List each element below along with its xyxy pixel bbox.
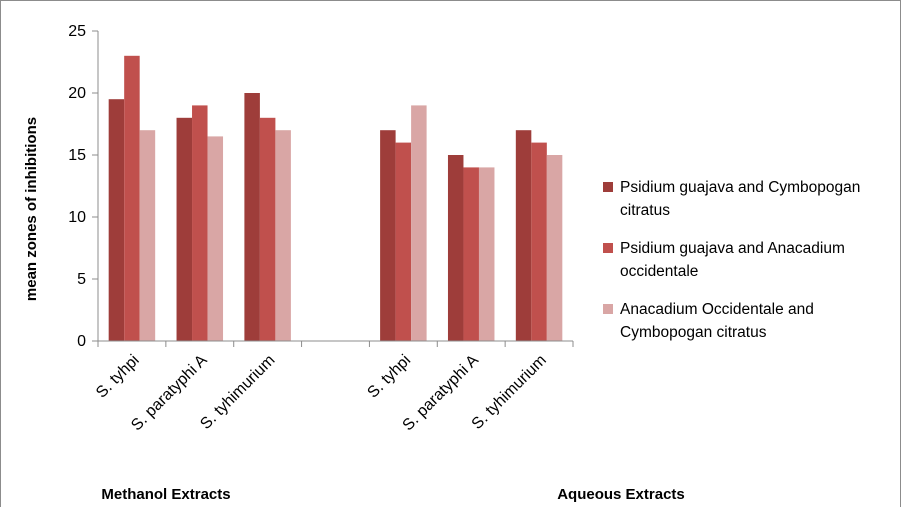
y-tick-label: 10 bbox=[68, 209, 86, 226]
group-label-aqueous: Aqueous Extracts bbox=[557, 486, 685, 503]
bars-layer bbox=[108, 55, 563, 342]
legend: Psidium guajava and Cymbopogan citratus Ps… bbox=[603, 179, 860, 341]
y-tick-label: 20 bbox=[68, 85, 86, 102]
bar bbox=[395, 142, 412, 341]
bar bbox=[531, 142, 547, 341]
bar bbox=[478, 167, 495, 341]
legend-label-cont: occidentale bbox=[620, 263, 698, 280]
bar bbox=[124, 55, 140, 342]
y-tick-label: 15 bbox=[68, 147, 86, 164]
legend-label: Psidium guajava and Cymbopogan bbox=[620, 179, 860, 196]
legend-label: Anacadium Occidentale and bbox=[620, 301, 814, 318]
legend-swatch bbox=[603, 182, 613, 192]
y-tick-label: 0 bbox=[77, 333, 86, 350]
bar bbox=[463, 167, 479, 341]
y-tick-label: 5 bbox=[77, 271, 86, 288]
legend-swatch bbox=[603, 304, 613, 314]
y-tick-label: 25 bbox=[68, 23, 86, 40]
y-axis-label: mean zones of inhibitions bbox=[23, 117, 40, 301]
bar bbox=[447, 155, 464, 341]
bar bbox=[411, 105, 427, 342]
bar bbox=[546, 155, 563, 341]
x-tick-label: S. tyhpi bbox=[364, 352, 414, 402]
bar bbox=[259, 117, 276, 341]
legend-label-cont: Cymbopogan citratus bbox=[620, 324, 767, 341]
bar bbox=[176, 117, 193, 341]
legend-label-cont: citratus bbox=[620, 202, 670, 219]
bar bbox=[515, 130, 532, 341]
bar bbox=[275, 130, 291, 341]
x-tick-label: S. tyhpi bbox=[93, 352, 143, 402]
bar bbox=[139, 130, 156, 341]
bar bbox=[207, 136, 224, 341]
bar bbox=[192, 105, 208, 342]
bar bbox=[108, 99, 125, 341]
bar bbox=[244, 93, 260, 341]
bar bbox=[380, 130, 396, 341]
group-label-methanol: Methanol Extracts bbox=[101, 486, 230, 503]
legend-label: Psidium guajava and Anacadium bbox=[620, 240, 845, 257]
legend-swatch bbox=[603, 243, 613, 253]
